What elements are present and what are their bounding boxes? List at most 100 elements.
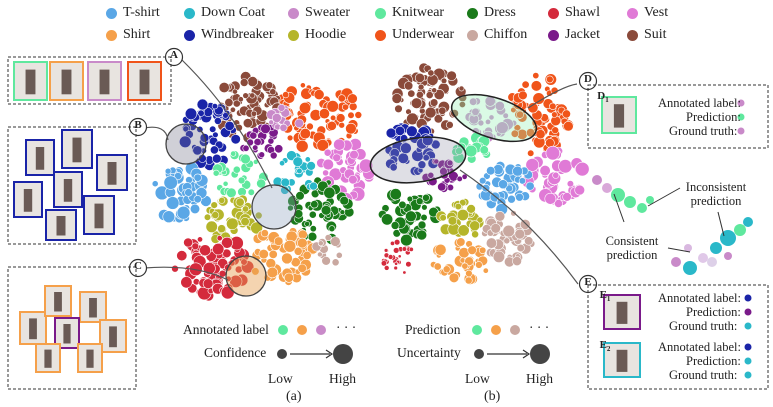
thumbnail-figure: [54, 292, 62, 312]
scatter-point: [422, 154, 430, 162]
scatter-point: [293, 246, 303, 256]
scatter-point: [518, 177, 527, 185]
scatter-point: [512, 256, 522, 266]
scatter-point: [229, 106, 236, 113]
scatter-point: [563, 120, 574, 132]
legend-item-t-shirt: T-shirt: [106, 5, 160, 21]
scatter-point: [495, 121, 509, 134]
scatter-point: [447, 216, 458, 226]
scatter-point: [521, 80, 530, 89]
thumbnail-figure: [44, 349, 52, 368]
inconsistent-arrow-2: [717, 211, 725, 237]
scatter-point: [397, 254, 402, 259]
scatter-point: [530, 80, 543, 92]
scatter-point: [433, 158, 440, 165]
scatter-point: [235, 197, 245, 207]
scatter-point: [212, 169, 220, 177]
scatter-point: [416, 229, 428, 241]
scatter-point: [297, 263, 307, 273]
chain-point: [743, 217, 753, 227]
chain-point: [637, 203, 647, 213]
connector-a: [181, 59, 273, 189]
thumbnail-figure: [94, 203, 104, 229]
scatter-point: [316, 139, 329, 152]
chain-point: [720, 230, 736, 246]
scatter-point: [532, 72, 540, 80]
thumbnail-figure: [23, 189, 33, 212]
caption-b: (b): [484, 389, 501, 404]
scatter-point: [335, 251, 343, 259]
scatter-point: [479, 145, 489, 155]
scatter-point: [391, 93, 403, 104]
chain-point: [724, 252, 732, 260]
scatter-point: [296, 167, 303, 175]
scatter-point: [330, 114, 337, 121]
chain-point: [611, 188, 625, 202]
e2-groundtruth-dot: [744, 371, 752, 379]
scatter-point: [551, 111, 558, 118]
legend-item-hoodie: Hoodie: [288, 27, 346, 43]
legend-swatch: [184, 7, 195, 19]
scatter-point: [218, 196, 226, 204]
scatter-point: [212, 153, 222, 164]
thumbnail-figure: [107, 162, 117, 185]
scatter-point: [249, 131, 258, 140]
scatter-point: [433, 262, 442, 271]
scatter-point: [265, 258, 277, 269]
chain-point: [684, 244, 692, 252]
e1-prediction-dot: [744, 308, 752, 316]
d-ground-truth-label: Ground truth:: [669, 124, 738, 138]
scatter-point: [471, 107, 480, 116]
e1-prediction-label: Prediction:: [686, 305, 741, 319]
scatter-point: [477, 119, 485, 127]
scatter-point: [429, 98, 439, 107]
scatter-point: [427, 69, 435, 77]
scatter-point: [295, 191, 305, 201]
scatter-point: [267, 137, 275, 145]
scatter-point: [209, 145, 219, 155]
scatter-point: [512, 165, 523, 177]
connector-b: [143, 126, 169, 141]
scatter-point: [488, 114, 495, 121]
scatter-point: [494, 211, 506, 222]
scatter-point: [184, 188, 193, 197]
scatter-point: [242, 118, 253, 129]
legend-item-jacket: Jacket: [548, 27, 600, 43]
legend-item-sweater: Sweater: [288, 5, 350, 21]
thumbnail-figure: [616, 349, 628, 372]
scatter-point: [299, 82, 306, 89]
scatter-point: [456, 209, 469, 222]
scatter-point: [385, 127, 397, 139]
scatter-point: [242, 144, 250, 152]
scatter-point: [283, 239, 297, 253]
scatter-point: [251, 267, 260, 276]
callout-e1: E1: [599, 289, 611, 304]
legend-swatch: [106, 7, 117, 19]
info-box-d: [587, 84, 769, 149]
scatter-point: [471, 230, 479, 239]
thumbnail-figure: [61, 69, 72, 95]
scatter-point: [394, 104, 403, 114]
scatter-point: [273, 236, 284, 246]
scatter-point: [274, 144, 284, 154]
scatter-point: [179, 135, 192, 149]
scatter-point: [277, 103, 286, 112]
scatter-point: [486, 166, 496, 176]
scatter-point: [427, 171, 435, 179]
consistent-arrow-2: [667, 247, 691, 253]
scatter-point: [510, 129, 520, 138]
scatter-point: [437, 182, 447, 192]
scatter-point: [389, 163, 398, 172]
chain-point: [683, 261, 697, 275]
uncertainty-text: Uncertainty: [397, 345, 461, 360]
scatter-point: [239, 78, 249, 87]
e2-annotated-label: Annotated label:: [658, 340, 741, 354]
scatter-point: [202, 278, 214, 290]
callout-a: A: [170, 49, 178, 61]
legend-item-suit: Suit: [627, 27, 667, 43]
scatter-point: [180, 276, 193, 289]
scatter-point: [387, 254, 394, 260]
scatter-point: [224, 98, 234, 108]
scatter-point: [193, 195, 202, 204]
scatter-point: [544, 192, 557, 205]
